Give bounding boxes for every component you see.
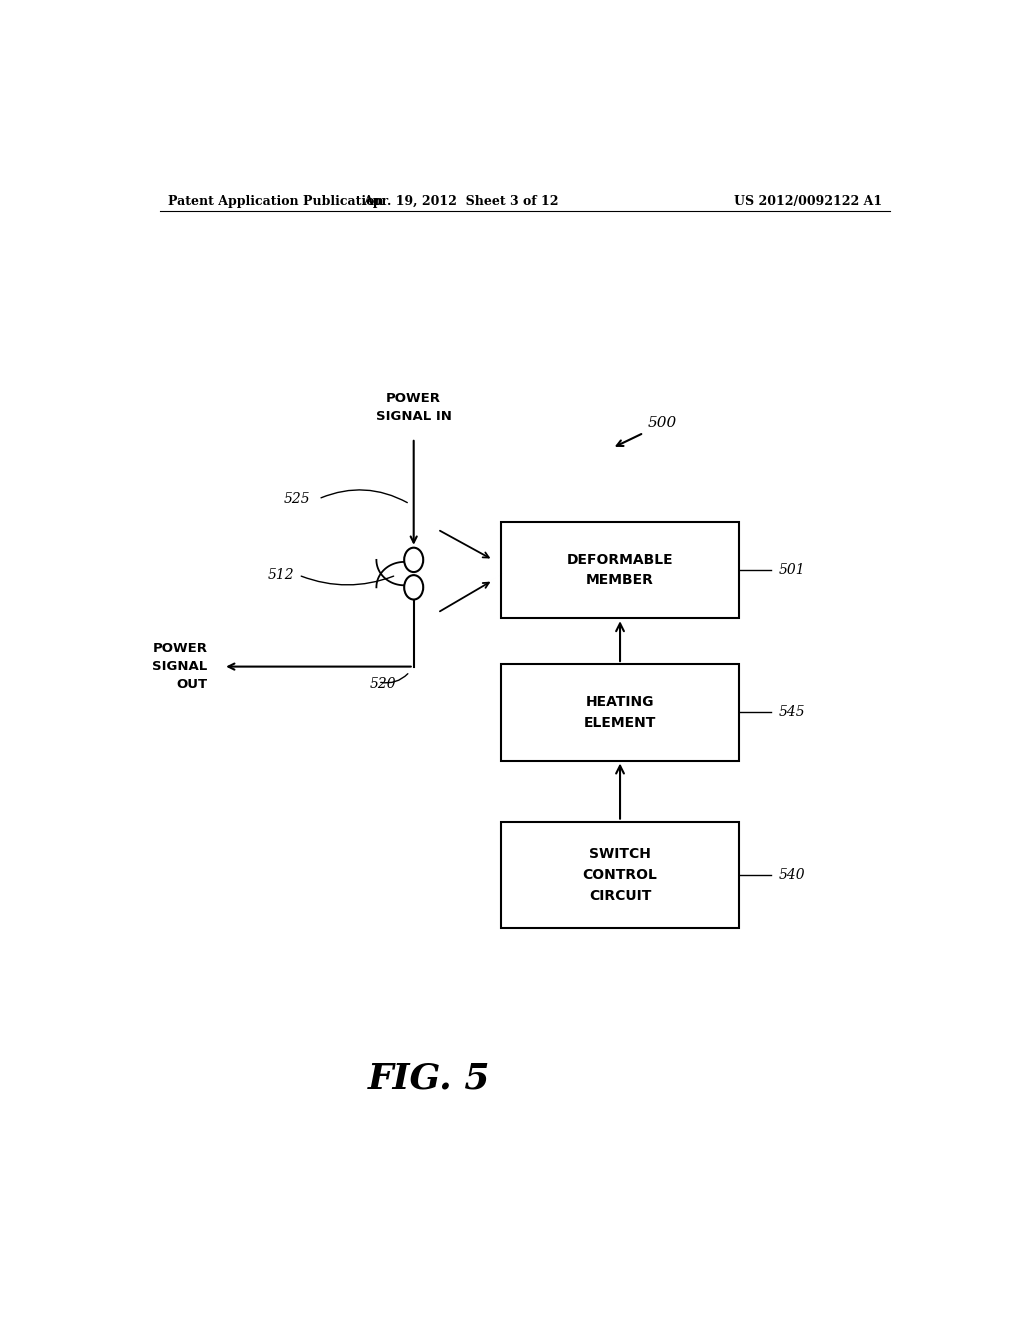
Text: FIG. 5: FIG. 5 [369, 1061, 490, 1096]
Bar [501, 821, 739, 928]
Circle shape [404, 576, 423, 599]
Text: POWER
SIGNAL IN: POWER SIGNAL IN [376, 392, 452, 422]
Bar [501, 521, 739, 618]
Text: 520: 520 [370, 677, 396, 690]
Text: POWER
SIGNAL
OUT: POWER SIGNAL OUT [153, 642, 207, 692]
Text: 500: 500 [648, 416, 677, 430]
Bar [501, 664, 739, 760]
Text: 512: 512 [268, 568, 295, 582]
Circle shape [404, 548, 423, 572]
Text: Apr. 19, 2012  Sheet 3 of 12: Apr. 19, 2012 Sheet 3 of 12 [364, 194, 559, 207]
Text: 525: 525 [284, 492, 310, 506]
Text: HEATING
ELEMENT: HEATING ELEMENT [584, 696, 656, 730]
Text: DEFORMABLE
MEMBER: DEFORMABLE MEMBER [566, 553, 674, 587]
Text: SWITCH
CONTROL
CIRCUIT: SWITCH CONTROL CIRCUIT [583, 847, 657, 903]
Text: US 2012/0092122 A1: US 2012/0092122 A1 [734, 194, 882, 207]
Text: 540: 540 [779, 869, 806, 882]
Text: 501: 501 [779, 564, 806, 577]
Text: 545: 545 [779, 705, 806, 719]
Text: Patent Application Publication: Patent Application Publication [168, 194, 383, 207]
